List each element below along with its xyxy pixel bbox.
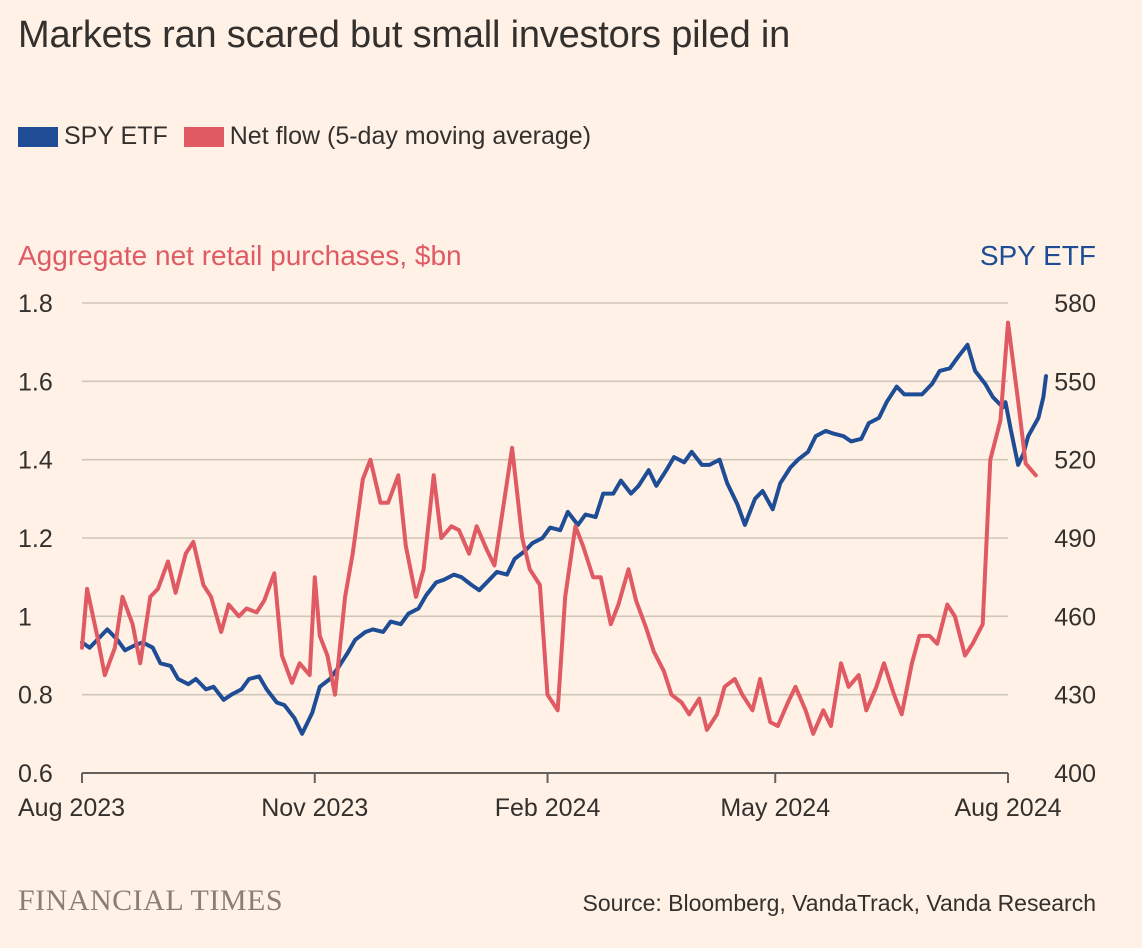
series-line-netflow [80, 320, 1038, 736]
left-tick-label: 1.6 [18, 368, 53, 396]
x-tick-label: Aug 2024 [954, 794, 1061, 822]
left-tick-label: 0.6 [18, 760, 53, 788]
x-tick-label: Nov 2023 [261, 794, 368, 822]
left-tick-label: 0.8 [18, 682, 53, 710]
x-tick-label: Aug 2023 [18, 794, 125, 822]
legend-swatch-spy [18, 126, 58, 147]
legend-label-spy: SPY ETF [64, 122, 168, 150]
right-tick-label: 400 [1054, 760, 1096, 788]
source-note: Source: Bloomberg, VandaTrack, Vanda Res… [582, 890, 1096, 916]
right-axis-title: SPY ETF [979, 240, 1096, 271]
chart-title: Markets ran scared but small investors p… [18, 14, 791, 56]
right-tick-label: 580 [1054, 290, 1096, 318]
legend-label-netflow: Net flow (5-day moving average) [229, 122, 592, 150]
right-tick-label: 430 [1054, 682, 1096, 710]
right-tick-label: 520 [1054, 447, 1096, 475]
ft-logo: FINANCIAL TIMES [18, 884, 284, 917]
right-tick-label: 550 [1054, 368, 1096, 396]
series-line-spy [80, 342, 1048, 736]
left-axis-title: Aggregate net retail purchases, $bn [18, 240, 462, 271]
x-tick-label: May 2024 [720, 794, 830, 822]
legend-swatch-netflow [183, 126, 224, 147]
left-tick-label: 1.8 [18, 290, 53, 318]
left-tick-label: 1.4 [18, 447, 53, 475]
left-tick-label: 1.2 [18, 525, 53, 553]
right-tick-label: 490 [1054, 525, 1096, 553]
left-tick-label: 1 [18, 603, 32, 631]
x-tick-label: Feb 2024 [495, 794, 601, 822]
right-tick-label: 460 [1054, 603, 1096, 631]
legend-item-spy: SPY ETF [18, 122, 168, 151]
legend-item-netflow: Net flow (5-day moving average) [183, 122, 592, 151]
legend: SPY ETF Net flow (5-day moving average) [18, 122, 607, 151]
